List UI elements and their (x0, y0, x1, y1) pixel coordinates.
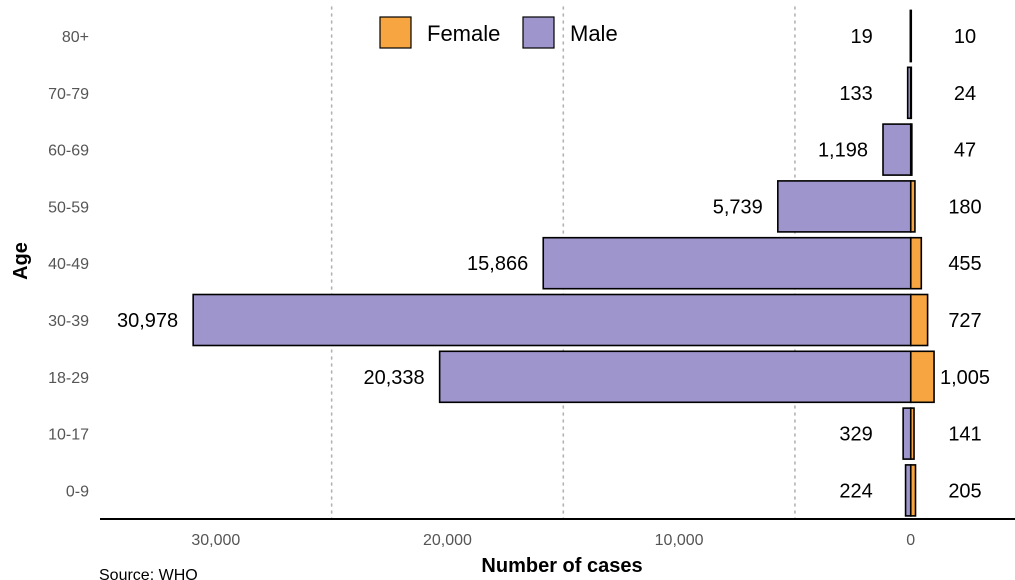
bar-male-50-59 (777, 180, 912, 233)
value-label-female-30-39: 727 (948, 310, 981, 332)
value-label-male-80+: 19 (851, 26, 873, 48)
value-label-female-50-59: 180 (948, 196, 981, 218)
value-label-male-0-9: 224 (839, 480, 872, 502)
legend: Female Male (379, 16, 618, 49)
bar-female-30-39 (909, 293, 929, 347)
y-tick-label-0-9: 0-9 (66, 483, 89, 500)
value-label-male-18-29: 20,338 (363, 367, 424, 389)
y-tick-label-18-29: 18-29 (48, 370, 89, 387)
legend-label-female: Female (427, 21, 500, 46)
value-label-female-0-9: 205 (948, 480, 981, 502)
x-tick-label: 0 (906, 532, 915, 549)
source-note: Source: WHO (99, 567, 198, 580)
bar-female-60-69 (909, 123, 913, 176)
bar-female-50-59 (909, 180, 916, 233)
value-label-male-50-59: 5,739 (713, 196, 763, 218)
value-label-female-40-49: 455 (948, 253, 981, 275)
value-label-female-10-17: 141 (948, 424, 981, 446)
bar-male-10-17 (902, 407, 912, 460)
y-tick-label-80+: 80+ (62, 29, 89, 46)
value-label-female-70-79: 24 (954, 83, 976, 105)
x-tick-label: 10,000 (655, 532, 704, 549)
x-axis: 30,000 20,000 10,000 0 (100, 518, 1015, 549)
bar-female-80+ (909, 9, 913, 63)
legend-swatch-male (522, 16, 555, 49)
y-tick-label-40-49: 40-49 (48, 256, 89, 273)
x-axis-title: Number of cases (481, 555, 642, 577)
bar-male-40-49 (542, 236, 912, 290)
y-tick-labels: 0-9 10-17 18-29 30-39 40-49 50-59 60-69 70-79 80… (48, 29, 89, 500)
bar-female-10-17 (909, 407, 915, 460)
legend-swatch-female (379, 16, 412, 49)
bars (192, 9, 935, 517)
bar-female-70-79 (909, 66, 913, 120)
value-label-male-40-49: 15,866 (467, 253, 528, 275)
y-tick-label-10-17: 10-17 (48, 427, 89, 444)
bar-female-18-29 (909, 350, 935, 404)
y-tick-label-50-59: 50-59 (48, 199, 89, 216)
grid-lines (330, 6, 796, 520)
value-label-male-70-79: 133 (839, 83, 872, 105)
bar-male-60-69 (882, 123, 912, 176)
y-tick-label-60-69: 60-69 (48, 143, 89, 160)
value-label-male-10-17: 329 (839, 424, 872, 446)
y-tick-label-70-79: 70-79 (48, 86, 89, 103)
value-labels: 224 205 329 141 20,338 1,005 30,978 727 15,866 45… (117, 26, 990, 502)
bar-male-30-39 (192, 293, 912, 347)
legend-label-male: Male (570, 21, 618, 46)
value-label-male-60-69: 1,198 (818, 140, 868, 162)
value-label-female-60-69: 47 (954, 140, 976, 162)
x-tick-label: 20,000 (423, 532, 472, 549)
y-tick-label-30-39: 30-39 (48, 313, 89, 330)
value-label-female-18-29: 1,005 (940, 367, 990, 389)
bar-female-0-9 (909, 464, 917, 517)
bar-male-18-29 (438, 350, 912, 404)
value-label-male-30-39: 30,978 (117, 310, 178, 332)
x-tick-label: 30,000 (191, 532, 240, 549)
y-axis-title: Age (10, 242, 32, 280)
value-label-female-80+: 10 (954, 26, 976, 48)
bar-female-40-49 (909, 236, 923, 290)
